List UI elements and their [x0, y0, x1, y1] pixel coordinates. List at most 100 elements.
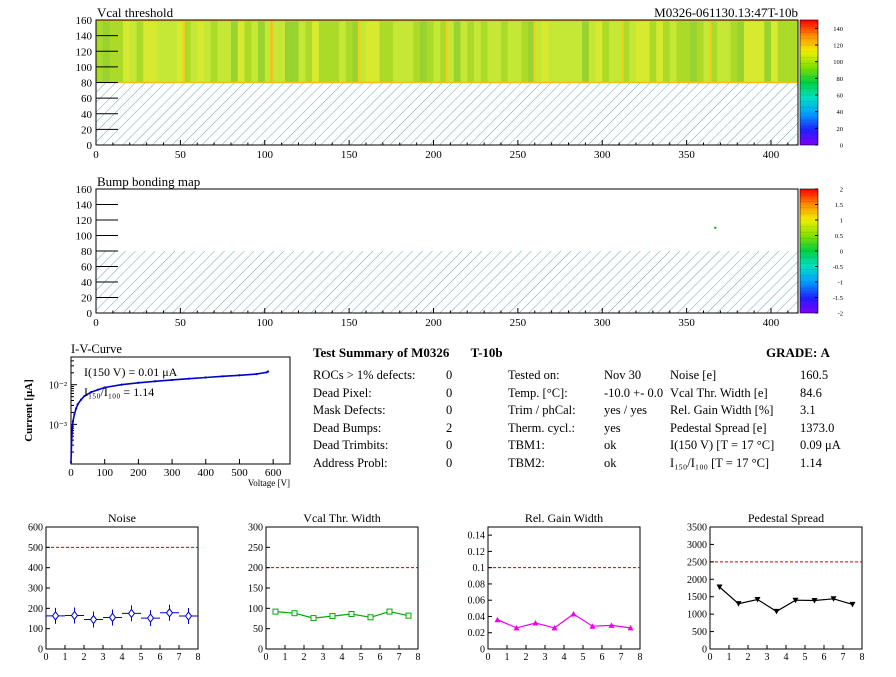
condition-value: yes / yes: [604, 403, 648, 417]
panel-y-tick-label: 150: [248, 584, 263, 595]
x-tick-label: 0: [93, 149, 99, 161]
panel-y-tick-label: 2500: [687, 557, 707, 568]
x-tick-label: 400: [763, 149, 780, 161]
heatmap-column: [494, 20, 502, 83]
data-point: [272, 608, 279, 615]
panel-y-tick-label: 300: [248, 523, 263, 534]
dead-bump-point: [714, 226, 717, 229]
panel-x-tick-label: 4: [120, 652, 125, 663]
iv-point: [255, 373, 258, 376]
panel-y-tick-label: 200: [248, 563, 263, 574]
panel-y-tick-label: 600: [28, 523, 43, 534]
results-values: 160.5 84.6 3.1 1373.0 0.09 μA 1.14: [800, 367, 841, 472]
iv-x-tick-label: 400: [198, 467, 215, 479]
results-labels: Noise [e] Vcal Thr. Width [e] Rel. Gain …: [670, 367, 774, 472]
y-tick-label: 80: [81, 78, 93, 90]
panel-y-tick-label: 3000: [687, 540, 707, 551]
heatmap-column: [332, 20, 340, 83]
heatmap-column: [750, 20, 758, 83]
heatmap-column: [582, 20, 590, 83]
heatmap-column: [393, 20, 401, 83]
iv-point: [170, 378, 174, 382]
iv-ylabel: Current [μA]: [23, 379, 35, 442]
heatmap-column: [534, 20, 542, 83]
data-point: [184, 611, 193, 621]
condition-label: TBM1:: [508, 438, 545, 452]
data-point: [513, 624, 520, 631]
heatmap-column: [460, 20, 468, 83]
iv-curve-line: [70, 370, 269, 463]
heatmap-column: [399, 20, 407, 83]
heatmap-column: [777, 20, 785, 83]
data-point: [108, 612, 117, 623]
z-tick-label: 100: [833, 59, 843, 66]
panel-y-tick-label: 0.1: [473, 563, 486, 574]
condition-value: -10.0 +- 0.0: [604, 385, 664, 400]
conditions-labels: Tested on: Temp. [°C]: Trim / phCal: The…: [508, 367, 576, 472]
heatmap-column: [791, 20, 799, 83]
panel-x-tick-label: 4: [784, 652, 789, 663]
y-tick-label: 40: [81, 277, 93, 289]
panel-x-tick-label: 6: [600, 652, 605, 663]
panel-y-tick-label: 500: [692, 627, 707, 638]
panel-x-tick-label: 3: [101, 652, 106, 663]
heatmap-column: [264, 20, 272, 83]
z-tick-label: 120: [833, 43, 843, 50]
panel-title: Pedestal Spread: [748, 511, 824, 525]
z-tick-label: 80: [837, 76, 844, 83]
iv-x-tick-label: 200: [130, 467, 147, 479]
heatmap-column: [231, 20, 239, 83]
panel-frame: [487, 526, 641, 650]
summary-title: Test Summary of M0326: [313, 345, 450, 360]
panel-x-tick-label: 0: [486, 652, 491, 663]
condition-value: yes: [604, 420, 621, 435]
panel-x-tick-label: 8: [416, 652, 421, 663]
x-tick-label: 50: [175, 149, 187, 161]
panel-x-tick-label: 5: [139, 652, 144, 663]
heatmap-column: [312, 20, 320, 83]
panel-y-tick-label: 100: [248, 604, 263, 615]
x-tick-label: 350: [678, 317, 695, 329]
panel-frame: [265, 526, 419, 650]
panel-y-tick-label: 1000: [687, 610, 707, 621]
heatmap-column: [305, 20, 313, 83]
iv-point: [267, 370, 270, 373]
iv-point: [70, 439, 73, 442]
heatmap-column: [426, 20, 434, 83]
y-tick-label: 160: [76, 15, 93, 27]
y-tick-label: 100: [76, 231, 93, 243]
chip-boundary: [445, 20, 449, 83]
heatmap-column: [588, 20, 596, 83]
heatmap-column: [190, 20, 198, 83]
row-edge: [96, 20, 798, 22]
heatmap-column: [595, 20, 603, 83]
heatmap-column: [258, 20, 266, 83]
y-tick-label: 0: [87, 308, 93, 320]
x-tick-label: 250: [510, 317, 527, 329]
panel-x-tick-label: 2: [82, 652, 87, 663]
iv-point: [103, 386, 106, 389]
heatmap-column: [629, 20, 637, 83]
data-point: [367, 614, 374, 621]
iv-point: [70, 450, 73, 454]
panel-x-tick-label: 1: [283, 652, 288, 663]
heatmap-column: [325, 20, 333, 83]
defect-label: Mask Defects:: [313, 403, 386, 417]
iv-point: [187, 377, 191, 380]
x-tick-label: 250: [510, 149, 527, 161]
z-tick-label: 0.5: [835, 233, 843, 240]
z-tick-label: 20: [837, 126, 844, 133]
heatmap-column: [636, 20, 644, 83]
z-tick-label: -1: [838, 280, 843, 287]
data-point: [792, 597, 799, 604]
iv-point: [238, 374, 241, 377]
result-label: Noise [e]: [670, 368, 717, 382]
panel-x-tick-label: 2: [302, 652, 307, 663]
heatmap-column: [453, 20, 461, 83]
iv-x-tick-label: 100: [96, 467, 113, 479]
defect-value: 0: [446, 455, 453, 470]
panel-x-tick-label: 6: [822, 652, 827, 663]
panel-y-tick-label: 400: [28, 563, 43, 574]
defects-values: 0 0 0 2 0 0: [446, 367, 452, 472]
heatmap-column: [615, 20, 623, 83]
